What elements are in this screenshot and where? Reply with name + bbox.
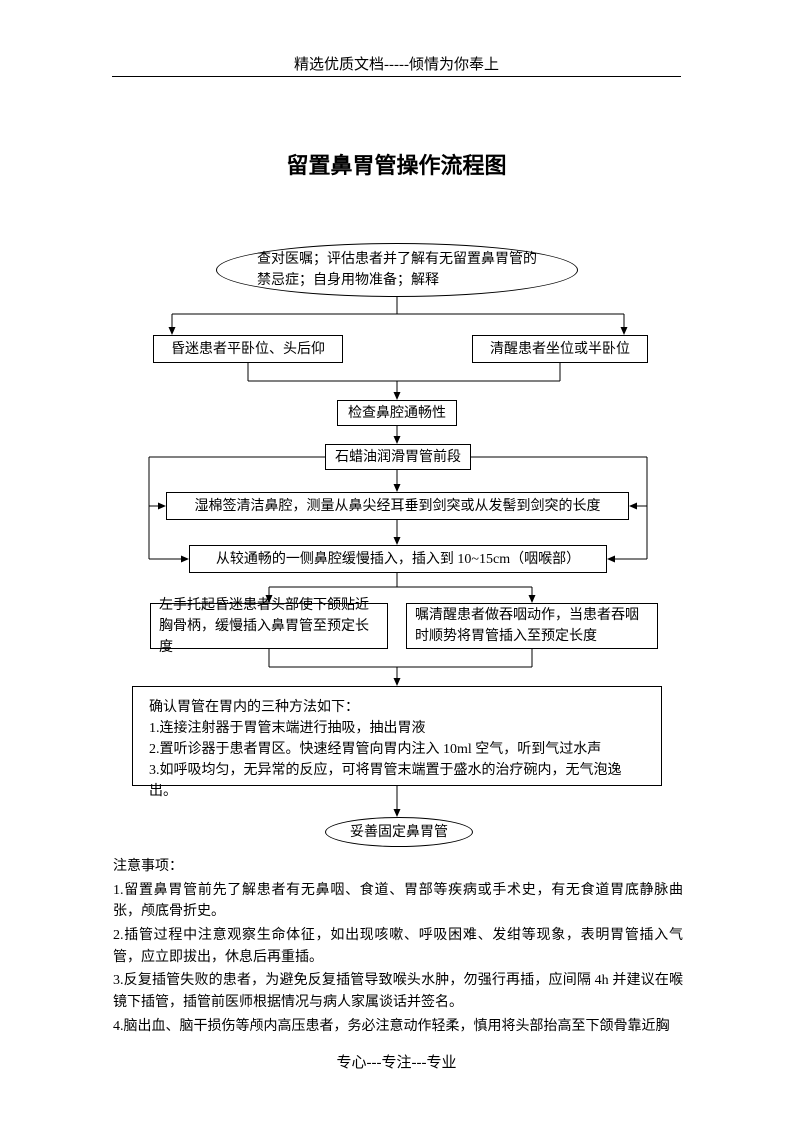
notes-item: 2.插管过程中注意观察生命体征，如出现咳嗽、呼吸困难、发绀等现象，表明胃管插入气… [113,925,683,968]
node-text: 湿棉签清洁鼻腔，测量从鼻尖经耳垂到剑突或从发髻到剑突的长度 [195,496,601,517]
node-text: 检查鼻腔通畅性 [348,403,446,424]
flowchart-node-left2: 左手托起昏迷患者头部使下颌贴近胸骨柄，缓慢插入鼻胃管至预定长度 [150,603,388,649]
notes-items-container: 1.留置鼻胃管前先了解患者有无鼻咽、食道、胃部等疾病或手术史，有无食道胃底静脉曲… [113,880,683,1038]
node-text: 从较通畅的一侧鼻腔缓慢插入，插入到 10~15cm（咽喉部） [216,549,580,570]
flowchart-start-oval: 查对医嘱；评估患者并了解有无留置鼻胃管的禁忌症；自身用物准备；解释 [216,243,578,297]
node-text-line: 1.连接注射器于胃管末端进行抽吸，抽出胃液 [149,718,645,739]
node-text: 石蜡油润滑胃管前段 [335,447,461,468]
node-text: 妥善固定鼻胃管 [350,822,448,843]
node-text-multiline: 确认胃管在胃内的三种方法如下：1.连接注射器于胃管末端进行抽吸，抽出胃液2.置听… [149,697,645,802]
node-text: 左手托起昏迷患者头部使下颌贴近胸骨柄，缓慢插入鼻胃管至预定长度 [159,595,379,658]
flowchart-node-n3: 石蜡油润滑胃管前段 [325,444,471,470]
flowchart-end-oval: 妥善固定鼻胃管 [325,817,473,847]
flowchart-node-left1: 昏迷患者平卧位、头后仰 [153,335,343,363]
flowchart-node-right1: 清醒患者坐位或半卧位 [472,335,648,363]
node-text: 查对医嘱；评估患者并了解有无留置鼻胃管的禁忌症；自身用物准备；解释 [257,249,537,291]
flowchart-node-n5: 从较通畅的一侧鼻腔缓慢插入，插入到 10~15cm（咽喉部） [189,545,607,573]
page-title: 留置鼻胃管操作流程图 [0,148,793,180]
flowchart-node-n2: 检查鼻腔通畅性 [337,400,457,426]
node-text: 昏迷患者平卧位、头后仰 [171,339,325,360]
page-header: 精选优质文档-----倾情为你奉上 [0,53,793,74]
node-text-line: 确认胃管在胃内的三种方法如下： [149,697,645,718]
notes-heading: 注意事项： [113,856,683,878]
flowchart-node-n4: 湿棉签清洁鼻腔，测量从鼻尖经耳垂到剑突或从发髻到剑突的长度 [166,492,629,520]
header-underline [112,76,681,77]
notes-section: 注意事项： 1.留置鼻胃管前先了解患者有无鼻咽、食道、胃部等疾病或手术史，有无食… [113,856,683,1040]
page-footer: 专心---专注---专业 [0,1051,793,1072]
node-text: 清醒患者坐位或半卧位 [490,339,630,360]
flowchart-node-n6: 确认胃管在胃内的三种方法如下：1.连接注射器于胃管末端进行抽吸，抽出胃液2.置听… [132,686,662,786]
node-text: 嘱清醒患者做吞咽动作，当患者吞咽时顺势将胃管插入至预定长度 [415,605,649,647]
notes-item: 3.反复插管失败的患者，为避免反复插管导致喉头水肿，勿强行再插，应间隔 4h 并… [113,970,683,1013]
node-text-line: 3.如呼吸均匀，无异常的反应，可将胃管末端置于盛水的治疗碗内，无气泡逸出。 [149,760,645,802]
flowchart-node-right2: 嘱清醒患者做吞咽动作，当患者吞咽时顺势将胃管插入至预定长度 [406,603,658,649]
node-text-line: 2.置听诊器于患者胃区。快速经胃管向胃内注入 10ml 空气，听到气过水声 [149,739,645,760]
notes-item: 1.留置鼻胃管前先了解患者有无鼻咽、食道、胃部等疾病或手术史，有无食道胃底静脉曲… [113,880,683,923]
notes-item: 4.脑出血、脑干损伤等颅内高压患者，务必注意动作轻柔，慎用将头部抬高至下颌骨靠近… [113,1016,683,1038]
